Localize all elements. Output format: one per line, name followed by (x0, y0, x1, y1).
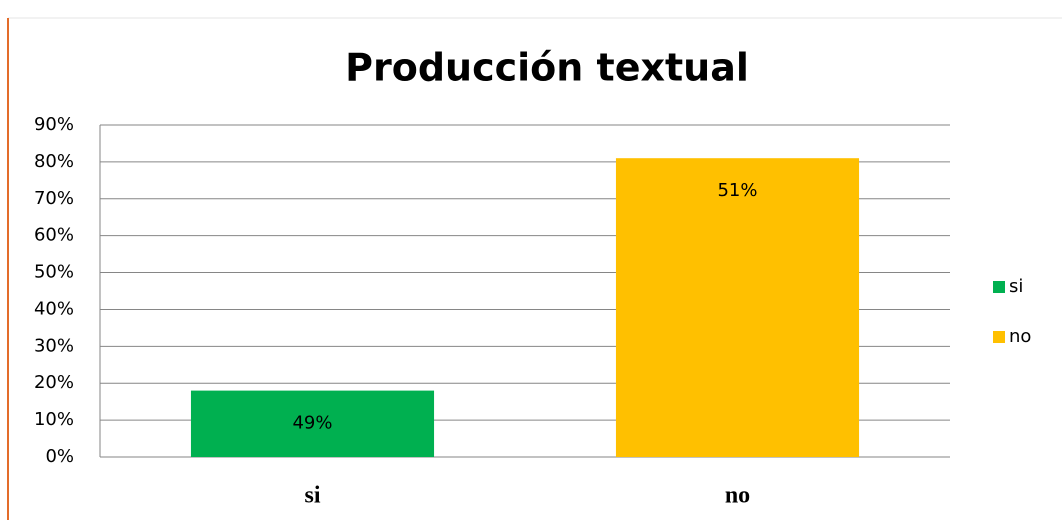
annotation: 51% (717, 180, 757, 201)
bar (190, 390, 435, 457)
y-tick-label: 90% (34, 114, 74, 135)
legend-label: si (1009, 276, 1023, 297)
y-tick-label: 20% (34, 372, 74, 393)
bar (615, 158, 860, 457)
y-tick-label: 80% (34, 151, 74, 172)
legend-label: no (1009, 326, 1031, 347)
y-tick-label: 10% (34, 409, 74, 430)
chart-title: Producción textual (345, 46, 749, 90)
x-tick-label: no (725, 483, 750, 509)
y-tick-label: 40% (34, 298, 74, 319)
y-tick-label: 70% (34, 188, 74, 209)
y-tick-label: 0% (45, 446, 74, 467)
y-tick-label: 60% (34, 225, 74, 246)
legend-swatch (993, 331, 1005, 343)
y-tick-label: 50% (34, 262, 74, 283)
annotation: 49% (292, 413, 332, 434)
legend-swatch (993, 281, 1005, 293)
x-tick-label: si (304, 483, 320, 509)
y-tick-label: 30% (34, 335, 74, 356)
